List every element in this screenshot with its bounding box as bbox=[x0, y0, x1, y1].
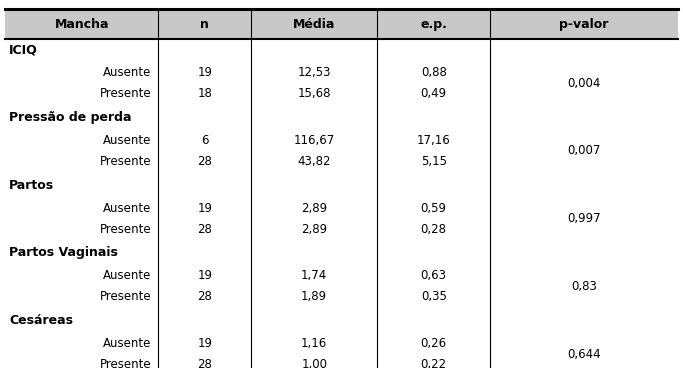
Text: 1,89: 1,89 bbox=[301, 290, 327, 303]
Text: e.p.: e.p. bbox=[420, 18, 447, 31]
Text: 28: 28 bbox=[197, 155, 212, 168]
Text: Média: Média bbox=[293, 18, 335, 31]
Text: Presente: Presente bbox=[100, 223, 152, 236]
Text: 1,00: 1,00 bbox=[301, 358, 327, 368]
Text: 0,28: 0,28 bbox=[421, 223, 447, 236]
Text: 0,88: 0,88 bbox=[421, 66, 447, 79]
Text: 0,007: 0,007 bbox=[568, 144, 600, 158]
Text: 19: 19 bbox=[197, 202, 212, 215]
Bar bbox=[5, 9, 678, 39]
Text: 19: 19 bbox=[197, 269, 212, 282]
Text: 12,53: 12,53 bbox=[297, 66, 331, 79]
Text: 18: 18 bbox=[197, 87, 212, 100]
Text: Ausente: Ausente bbox=[103, 202, 152, 215]
Text: 2,89: 2,89 bbox=[301, 223, 327, 236]
Text: 0,35: 0,35 bbox=[421, 290, 447, 303]
Text: 1,16: 1,16 bbox=[301, 337, 327, 350]
Text: 0,59: 0,59 bbox=[421, 202, 447, 215]
Text: 28: 28 bbox=[197, 223, 212, 236]
Text: 116,67: 116,67 bbox=[294, 134, 335, 147]
Text: Presente: Presente bbox=[100, 87, 152, 100]
Text: 17,16: 17,16 bbox=[417, 134, 451, 147]
Text: Ausente: Ausente bbox=[103, 269, 152, 282]
Text: 19: 19 bbox=[197, 337, 212, 350]
Text: 0,22: 0,22 bbox=[421, 358, 447, 368]
Text: 2,89: 2,89 bbox=[301, 202, 327, 215]
Text: Presente: Presente bbox=[100, 358, 152, 368]
Text: Presente: Presente bbox=[100, 155, 152, 168]
Text: p-valor: p-valor bbox=[559, 18, 609, 31]
Text: 15,68: 15,68 bbox=[297, 87, 331, 100]
Text: ICIQ: ICIQ bbox=[9, 43, 38, 56]
Text: 43,82: 43,82 bbox=[297, 155, 331, 168]
Text: Ausente: Ausente bbox=[103, 134, 152, 147]
Text: 0,644: 0,644 bbox=[567, 347, 601, 361]
Text: 6: 6 bbox=[201, 134, 208, 147]
Text: Partos: Partos bbox=[9, 178, 54, 192]
Text: Presente: Presente bbox=[100, 290, 152, 303]
Text: 1,74: 1,74 bbox=[301, 269, 327, 282]
Text: 28: 28 bbox=[197, 290, 212, 303]
Text: 5,15: 5,15 bbox=[421, 155, 447, 168]
Text: n: n bbox=[201, 18, 209, 31]
Text: 0,004: 0,004 bbox=[568, 77, 600, 90]
Text: 0,997: 0,997 bbox=[567, 212, 601, 225]
Text: Partos Vaginais: Partos Vaginais bbox=[9, 246, 117, 259]
Text: 0,49: 0,49 bbox=[421, 87, 447, 100]
Text: Pressão de perda: Pressão de perda bbox=[9, 111, 131, 124]
Text: Ausente: Ausente bbox=[103, 66, 152, 79]
Text: 19: 19 bbox=[197, 66, 212, 79]
Text: 28: 28 bbox=[197, 358, 212, 368]
Text: Cesáreas: Cesáreas bbox=[9, 314, 73, 327]
Text: 0,83: 0,83 bbox=[571, 280, 597, 293]
Text: 0,63: 0,63 bbox=[421, 269, 447, 282]
Text: Ausente: Ausente bbox=[103, 337, 152, 350]
Text: Mancha: Mancha bbox=[55, 18, 109, 31]
Text: 0,26: 0,26 bbox=[421, 337, 447, 350]
